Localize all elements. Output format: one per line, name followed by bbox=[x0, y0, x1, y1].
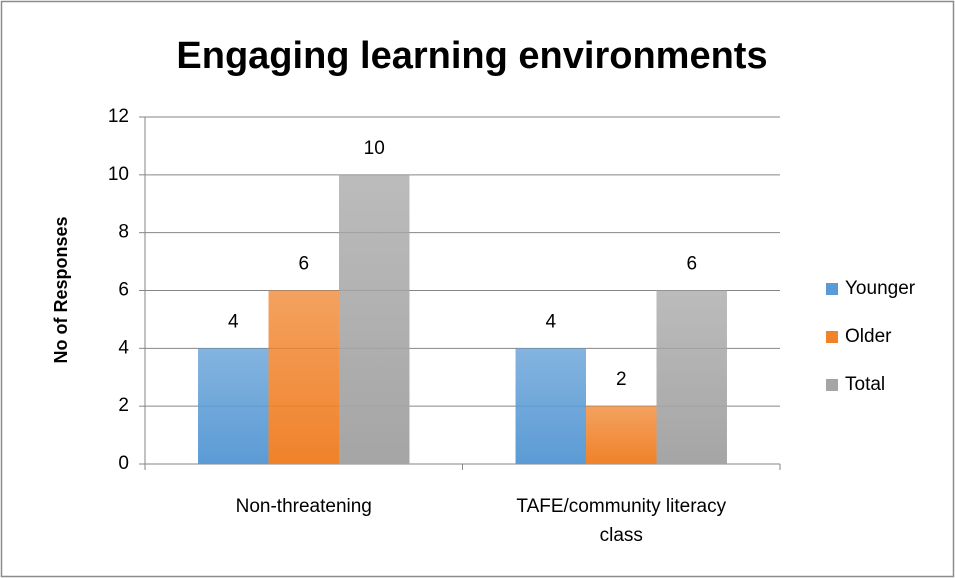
y-tick-label: 4 bbox=[118, 337, 129, 358]
y-tick-label: 6 bbox=[118, 280, 129, 301]
data-label: 10 bbox=[364, 138, 385, 159]
chart-title: Engaging learning environments bbox=[176, 35, 767, 77]
data-label: 4 bbox=[228, 311, 239, 332]
x-tick-label: TAFE/community literacy class bbox=[516, 496, 726, 546]
bar bbox=[586, 406, 657, 464]
data-label: 6 bbox=[686, 254, 697, 275]
y-tick-label: 10 bbox=[108, 164, 129, 185]
x-tick-label: Non-threatening bbox=[236, 496, 372, 517]
legend-swatch bbox=[826, 283, 838, 295]
legend-swatch bbox=[826, 331, 838, 343]
data-label: 4 bbox=[545, 311, 556, 332]
data-label: 2 bbox=[616, 369, 627, 390]
y-tick-label: 0 bbox=[118, 453, 129, 474]
data-label: 6 bbox=[298, 254, 309, 275]
legend-label: Older bbox=[845, 326, 892, 347]
legend-label: Younger bbox=[845, 278, 916, 299]
bar bbox=[198, 348, 269, 464]
y-tick-label: 8 bbox=[118, 222, 129, 243]
legend-swatch bbox=[826, 379, 838, 391]
legend-label: Total bbox=[845, 374, 885, 395]
bar bbox=[515, 348, 587, 464]
bar bbox=[338, 174, 410, 465]
y-axis-label: No of Responses bbox=[51, 216, 71, 363]
bar bbox=[656, 290, 727, 464]
y-tick-label: 12 bbox=[108, 106, 129, 127]
bar bbox=[268, 290, 339, 464]
y-tick-label: 2 bbox=[118, 395, 129, 416]
